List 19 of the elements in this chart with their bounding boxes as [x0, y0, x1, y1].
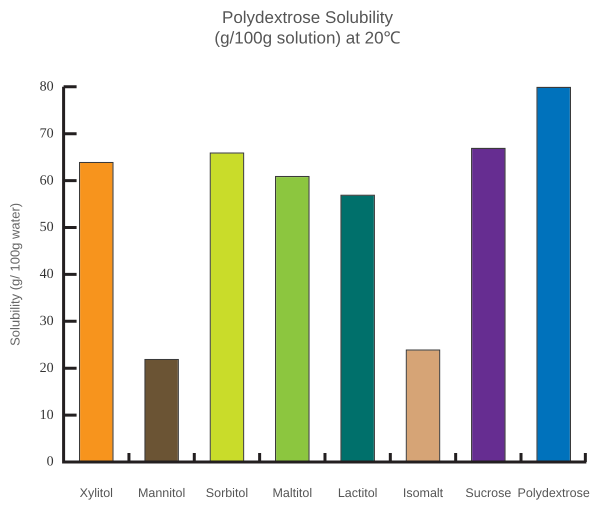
y-axis-title: Solubility (g/ 100g water) [7, 202, 22, 346]
y-tick-label: 20 [40, 360, 54, 376]
x-tick-label: Maltitol [272, 486, 312, 500]
x-tick-label: Lactitol [338, 486, 378, 500]
x-tick-label: Polydextrose [518, 486, 590, 500]
x-tick-label: Sorbitol [206, 486, 248, 500]
y-tick-label: 70 [40, 126, 54, 142]
x-tick-label: Sucrose [465, 486, 512, 500]
y-tick-label: 30 [40, 314, 54, 329]
y-tick-label: 40 [40, 267, 54, 282]
y-tick-label: 80 [40, 79, 54, 94]
x-tick-label: Mannitol [138, 486, 186, 500]
y-tick-label: 0 [46, 454, 54, 470]
y-tick-label: 60 [40, 173, 54, 188]
x-tick-label: Isomalt [402, 486, 444, 500]
chart-title: Polydextrose Solubility (g/100g solution) at 20℃ [214, 8, 401, 48]
x-tick-label: Xylitol [80, 486, 113, 500]
y-tick-label: 50 [40, 220, 54, 236]
y-tick-label: 10 [40, 408, 54, 423]
